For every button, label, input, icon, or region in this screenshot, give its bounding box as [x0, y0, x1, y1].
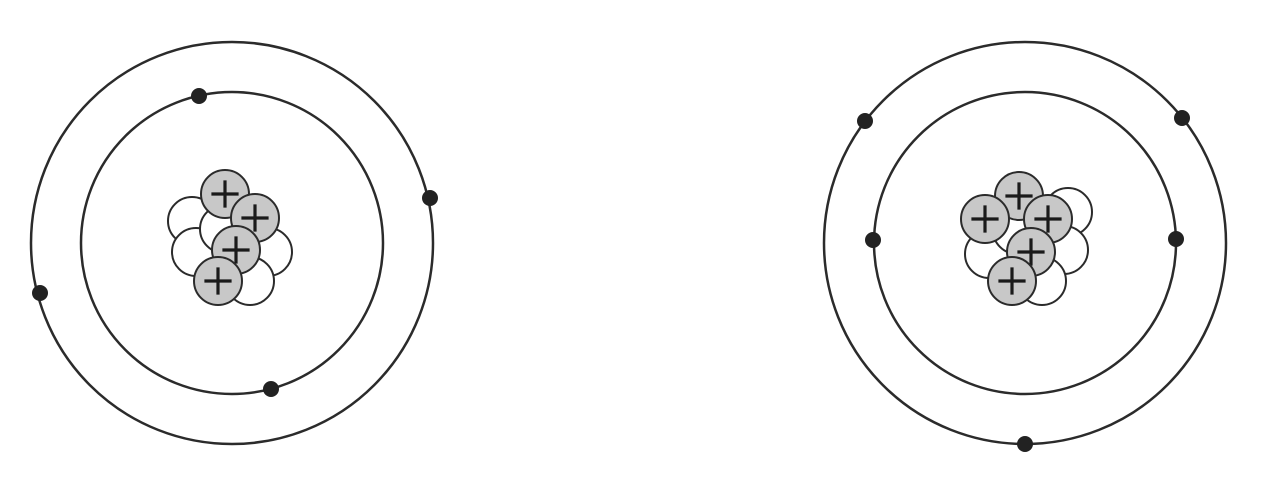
right-atom-proton: [960, 194, 1010, 244]
left-atom-electron: [263, 381, 279, 397]
left-atom-electron: [191, 88, 207, 104]
left-atom-inner-orbit: [79, 90, 385, 396]
left-atom-proton: [193, 256, 243, 306]
left-atom-outer-orbit: [29, 40, 435, 446]
left-atom: [29, 40, 438, 446]
left-atom-electron: [32, 285, 48, 301]
right-atom-electron: [1168, 231, 1184, 247]
right-atom-electron: [1174, 110, 1190, 126]
right-atom-electron: [1017, 436, 1033, 452]
right-atom-electron: [857, 113, 873, 129]
right-atom-nucleus: [960, 171, 1093, 306]
right-atom-proton: [987, 256, 1037, 306]
right-atom-electron: [865, 232, 881, 248]
right-atom: [822, 40, 1228, 452]
left-atom-electron: [422, 190, 438, 206]
left-atom-nucleus: [167, 169, 293, 306]
